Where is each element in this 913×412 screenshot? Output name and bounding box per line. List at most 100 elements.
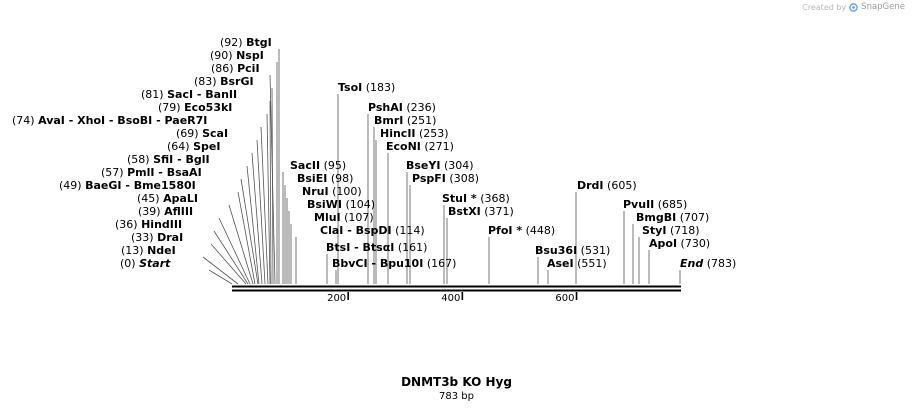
feature-label[interactable]: TsoI (183)	[338, 81, 395, 94]
feature-labels: (0) Start(13) NdeI(33) DraI(36) HindIII(…	[12, 36, 736, 270]
feature-name: ClaI - BspDI	[320, 224, 392, 237]
feature-label[interactable]: (13) NdeI	[121, 244, 176, 257]
feature-position: (308)	[449, 172, 479, 185]
feature-leader-afliii	[218, 217, 251, 285]
feature-position: (271)	[424, 140, 454, 153]
feature-position: (685)	[658, 198, 688, 211]
feature-label[interactable]: (86) PciI	[211, 62, 260, 75]
feature-label[interactable]: PshAI (236)	[368, 101, 436, 114]
feature-name: PshAI	[368, 101, 403, 114]
feature-position: (86)	[211, 62, 234, 75]
feature-name: AseI	[547, 257, 574, 270]
credit-brand: SnapGene	[861, 2, 905, 12]
feature-position: (114)	[395, 224, 425, 237]
feature-label[interactable]: Bsu36I (531)	[535, 244, 610, 257]
feature-label[interactable]: (33) DraI	[131, 231, 183, 244]
feature-label[interactable]: EcoNI (271)	[386, 140, 454, 153]
feature-position: (39)	[138, 205, 161, 218]
feature-position: (13)	[121, 244, 144, 257]
feature-name: BseYI	[406, 159, 440, 172]
feature-leader-avai	[260, 126, 269, 285]
feature-position: (107)	[344, 211, 374, 224]
feature-name: End	[680, 257, 703, 270]
feature-name: DrdI	[577, 179, 604, 192]
feature-label[interactable]: BsiWI (104)	[307, 198, 375, 211]
feature-label[interactable]: (79) Eco53kI	[158, 101, 232, 114]
feature-position: (371)	[484, 205, 514, 218]
feature-name: PmlI - BsaAI	[127, 166, 202, 179]
feature-position: (74)	[12, 114, 35, 127]
feature-position: (605)	[607, 179, 637, 192]
feature-label[interactable]: PfoI * (448)	[488, 224, 555, 237]
feature-name: ApoI	[649, 237, 677, 250]
feature-label[interactable]: (64) SpeI	[167, 140, 220, 153]
feature-name: ApaLI	[163, 192, 198, 205]
feature-label[interactable]: End (783)	[680, 257, 736, 270]
feature-label[interactable]: HincII (253)	[380, 127, 449, 140]
feature-label[interactable]: ClaI - BspDI (114)	[320, 224, 425, 237]
feature-position: (69)	[176, 127, 199, 140]
feature-label[interactable]: (92) BtgI	[220, 36, 272, 49]
feature-label[interactable]: MluI (107)	[314, 211, 374, 224]
feature-label[interactable]: (90) NspI	[210, 49, 264, 62]
feature-label[interactable]: (83) BsrGI	[194, 75, 254, 88]
feature-name: SacI - BanII	[167, 88, 237, 101]
feature-label[interactable]: StuI * (368)	[442, 192, 510, 205]
feature-position: (707)	[680, 211, 710, 224]
feature-name: BmrI	[374, 114, 403, 127]
feature-name: BmgBI	[636, 211, 676, 224]
feature-label[interactable]: (39) AflIII	[138, 205, 193, 218]
feature-position: (45)	[137, 192, 160, 205]
feature-label[interactable]: BstXI (371)	[448, 205, 514, 218]
feature-position: (57)	[101, 166, 124, 179]
feature-name: BtsI - BtsαI	[326, 241, 394, 254]
feature-label[interactable]: BbvCI - Bpu10I (167)	[332, 257, 456, 270]
feature-leader-ndei	[202, 256, 239, 285]
feature-label[interactable]: ApoI (730)	[649, 237, 710, 250]
feature-position: (183)	[366, 81, 396, 94]
feature-name: BstXI	[448, 205, 481, 218]
feature-label[interactable]: (69) ScaI	[176, 127, 228, 140]
feature-label[interactable]: (0) Start	[120, 257, 171, 270]
feature-leader-pmli	[240, 178, 259, 285]
feature-position: (49)	[59, 179, 82, 192]
feature-position: (161)	[398, 241, 428, 254]
feature-label[interactable]: (74) AvaI - XhoI - BsoBI - PaeR7I	[12, 114, 207, 127]
feature-name: HincII	[380, 127, 416, 140]
feature-label[interactable]: (49) BaeGI - Bme1580I	[59, 179, 196, 192]
feature-position: (551)	[577, 257, 607, 270]
feature-name: Bsu36I	[535, 244, 577, 257]
feature-leader-saci	[269, 100, 272, 285]
feature-label[interactable]: (58) SfiI - BglI	[127, 153, 210, 166]
feature-label[interactable]: PvuII (685)	[623, 198, 687, 211]
feature-label[interactable]: (81) SacI - BanII	[141, 88, 237, 101]
feature-position: (531)	[581, 244, 611, 257]
feature-label[interactable]: BmgBI (707)	[636, 211, 709, 224]
feature-label[interactable]: PspFI (308)	[412, 172, 479, 185]
feature-label[interactable]: BseYI (304)	[406, 159, 474, 172]
feature-label[interactable]: (45) ApaLI	[137, 192, 198, 205]
feature-name: AvaI - XhoI - BsoBI - PaeR7I	[38, 114, 207, 127]
feature-name: ScaI	[202, 127, 228, 140]
feature-label[interactable]: (57) PmlI - BsaAI	[101, 166, 202, 179]
feature-label[interactable]: BtsI - BtsαI (161)	[326, 241, 427, 254]
feature-position: (783)	[707, 257, 737, 270]
feature-label[interactable]: (36) HindIII	[115, 218, 182, 231]
feature-label[interactable]: SacII (95)	[290, 159, 346, 172]
feature-label[interactable]: NruI (100)	[302, 185, 362, 198]
bp-axis: 200 400 600	[327, 292, 578, 304]
snapgene-logo-icon	[849, 2, 858, 12]
feature-label[interactable]: BmrI (251)	[374, 114, 436, 127]
feature-label[interactable]: DrdI (605)	[577, 179, 637, 192]
feature-label[interactable]: BsiEI (98)	[297, 172, 353, 185]
feature-name: BbvCI - Bpu10I	[332, 257, 423, 270]
feature-label[interactable]: AseI (551)	[547, 257, 607, 270]
feature-leader-pcii	[269, 74, 276, 285]
feature-label[interactable]: StyI (718)	[642, 224, 700, 237]
feature-name: StuI *	[442, 192, 477, 205]
feature-name: BsiWI	[307, 198, 342, 211]
axis-tick-label: 400	[441, 293, 460, 304]
backbone-bottom-strand	[232, 289, 681, 292]
feature-position: (95)	[324, 159, 347, 172]
